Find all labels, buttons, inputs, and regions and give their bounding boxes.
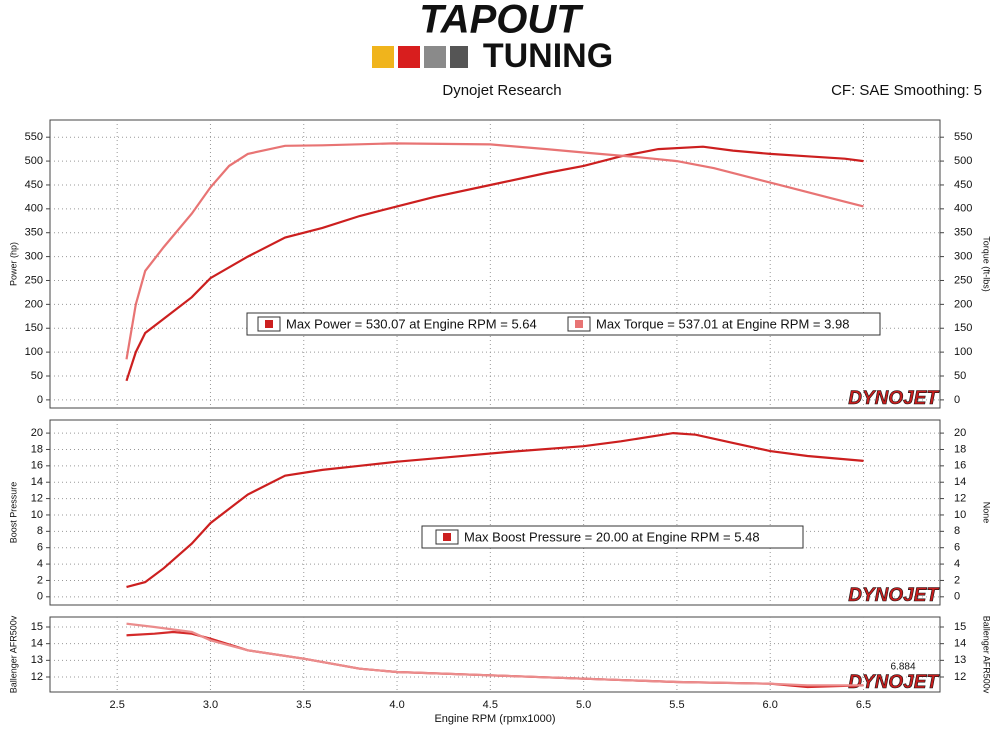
x-axis-title: Engine RPM (rpmx1000) (434, 713, 555, 725)
y-tick-label: 16 (31, 460, 43, 472)
legend-swatch (443, 533, 451, 541)
y-tick-label: 100 (25, 346, 43, 358)
y2-tick-label: 550 (954, 131, 972, 143)
y2-tick-label: 14 (954, 638, 966, 650)
settings: CF: SAE Smoothing: 5 (831, 82, 982, 99)
y2-axis-title: Ballenger AFR500v (982, 616, 992, 694)
x-tick-label: 5.5 (669, 699, 684, 711)
y-tick-label: 20 (31, 427, 43, 439)
y-tick-label: 150 (25, 322, 43, 334)
x-tick-label: 5.0 (576, 699, 591, 711)
series-line (126, 431, 864, 589)
y2-tick-label: 300 (954, 251, 972, 263)
series-line (126, 622, 864, 687)
y2-tick-label: 14 (954, 476, 966, 488)
legend-box (246, 312, 881, 336)
y-tick-label: 300 (25, 251, 43, 263)
y-tick-label: 12 (31, 492, 43, 504)
y2-tick-label: 0 (954, 591, 960, 603)
logo-stripe (424, 46, 446, 68)
x-tick-label: 4.0 (389, 699, 404, 711)
y2-tick-label: 12 (954, 492, 966, 504)
y-tick-label: 12 (31, 671, 43, 683)
series-line (125, 142, 864, 360)
y2-tick-label: 50 (954, 370, 966, 382)
x-tick-label: 6.0 (763, 699, 778, 711)
report-title: Dynojet Research (442, 82, 561, 99)
y-axis-title: Ballenger AFR500v (8, 615, 18, 693)
x-tick-label: 4.5 (483, 699, 498, 711)
y-axis-title: Power (hp) (8, 242, 18, 286)
y2-tick-label: 8 (954, 525, 960, 537)
watermark: DYNOJET (848, 388, 939, 409)
y2-tick-label: 0 (954, 394, 960, 406)
plot-area (49, 616, 941, 693)
plot-area (49, 419, 941, 606)
y2-tick-label: 2 (954, 574, 960, 586)
y2-tick-label: 350 (954, 227, 972, 239)
y2-tick-label: 15 (954, 621, 966, 633)
legend-swatch (265, 320, 273, 328)
y2-tick-label: 100 (954, 346, 972, 358)
y-tick-label: 4 (37, 558, 43, 570)
y2-tick-label: 200 (954, 298, 972, 310)
y2-tick-label: 6 (954, 542, 960, 554)
y2-tick-label: 13 (954, 654, 966, 666)
y2-axis-title: Torque (ft-lbs) (982, 236, 992, 292)
y-tick-label: 15 (31, 621, 43, 633)
x-tick-label: 3.0 (203, 699, 218, 711)
y2-tick-label: 18 (954, 443, 966, 455)
legend-label: Max Boost Pressure = 20.00 at Engine RPM… (464, 529, 760, 544)
y-tick-label: 2 (37, 574, 43, 586)
y-tick-label: 50 (31, 370, 43, 382)
y-tick-label: 0 (37, 591, 43, 603)
y-tick-label: 18 (31, 443, 43, 455)
y2-tick-label: 20 (954, 427, 966, 439)
logo-bottom: TUNING (483, 37, 613, 75)
plot-area (49, 119, 941, 409)
y-tick-label: 13 (31, 654, 43, 666)
x-tick-label: 6.5 (856, 699, 871, 711)
y-tick-label: 450 (25, 179, 43, 191)
y-tick-label: 14 (31, 476, 43, 488)
y2-tick-label: 12 (954, 671, 966, 683)
y-tick-label: 250 (25, 274, 43, 286)
y-tick-label: 550 (25, 131, 43, 143)
logo-stripe (372, 46, 394, 68)
y2-axis-title: None (982, 502, 992, 524)
legend-label: Max Torque = 537.01 at Engine RPM = 3.98 (596, 316, 849, 331)
y2-tick-label: 500 (954, 155, 972, 167)
y2-tick-label: 4 (954, 558, 960, 570)
y-tick-label: 350 (25, 227, 43, 239)
y-tick-label: 10 (31, 509, 43, 521)
watermark: DYNOJET (848, 672, 939, 693)
watermark: DYNOJET (848, 585, 939, 606)
x-tick-label: 2.5 (110, 699, 125, 711)
x-tick-label: 3.5 (296, 699, 311, 711)
y-tick-label: 500 (25, 155, 43, 167)
y-tick-label: 14 (31, 638, 43, 650)
y2-tick-label: 250 (954, 274, 972, 286)
annotation: 6.884 (890, 662, 915, 673)
legend-box (421, 525, 804, 549)
y2-tick-label: 150 (954, 322, 972, 334)
series-line (125, 145, 864, 382)
y2-tick-label: 16 (954, 460, 966, 472)
legend-label: Max Power = 530.07 at Engine RPM = 5.64 (286, 316, 537, 331)
y-axis-title: Boost Pressure (8, 482, 18, 544)
y2-tick-label: 400 (954, 203, 972, 215)
logo-stripe (398, 46, 420, 68)
y-tick-label: 200 (25, 298, 43, 310)
logo-stripe (450, 46, 468, 68)
y2-tick-label: 450 (954, 179, 972, 191)
logo-top: TAPOUT (419, 0, 584, 42)
y-tick-label: 400 (25, 203, 43, 215)
y-tick-label: 0 (37, 394, 43, 406)
y-tick-label: 8 (37, 525, 43, 537)
y-tick-label: 6 (37, 542, 43, 554)
y2-tick-label: 10 (954, 509, 966, 521)
legend-swatch (575, 320, 583, 328)
